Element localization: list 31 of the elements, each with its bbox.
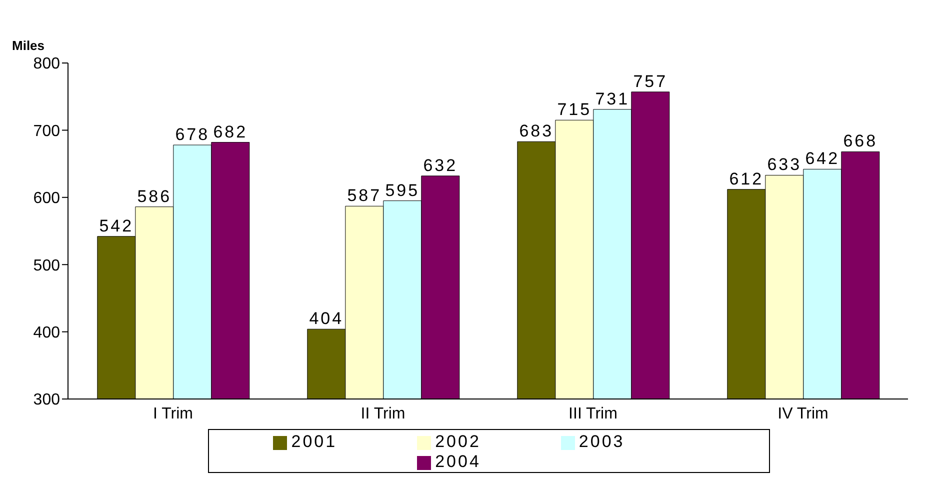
x-tick-label: IV Trim bbox=[778, 405, 828, 422]
legend-label: 2001 bbox=[291, 432, 338, 451]
legend-label: 2003 bbox=[578, 432, 625, 451]
data-label: 715 bbox=[557, 100, 592, 120]
data-label: 586 bbox=[137, 186, 172, 206]
data-label: 683 bbox=[519, 122, 554, 141]
data-label: 642 bbox=[805, 149, 840, 168]
data-label: 682 bbox=[213, 122, 248, 142]
x-tick-label: III Trim bbox=[568, 405, 618, 422]
data-label: 612 bbox=[729, 169, 764, 188]
y-tick-label: 500 bbox=[33, 257, 60, 274]
data-label: 404 bbox=[309, 309, 344, 328]
y-tick-label: 700 bbox=[33, 122, 60, 140]
data-label: 595 bbox=[385, 180, 420, 200]
y-tick-label: 800 bbox=[33, 56, 60, 73]
y-tick-label: 300 bbox=[33, 392, 60, 409]
y-axis-title: Miles bbox=[12, 38, 45, 53]
legend-label: 2002 bbox=[435, 432, 481, 451]
data-label: 668 bbox=[843, 132, 878, 151]
y-tick-label: 600 bbox=[33, 190, 60, 208]
data-label: 678 bbox=[175, 124, 210, 144]
data-label: 633 bbox=[767, 155, 802, 174]
data-label: 757 bbox=[633, 72, 668, 91]
x-tick-label: II Trim bbox=[360, 405, 406, 422]
y-tick-label: 400 bbox=[33, 324, 60, 342]
data-label: 632 bbox=[423, 156, 458, 175]
data-label: 587 bbox=[347, 186, 382, 206]
x-tick-label: I Trim bbox=[153, 405, 193, 422]
data-label: 542 bbox=[99, 216, 134, 236]
legend-label: 2004 bbox=[435, 452, 481, 471]
data-label: 731 bbox=[595, 89, 630, 108]
